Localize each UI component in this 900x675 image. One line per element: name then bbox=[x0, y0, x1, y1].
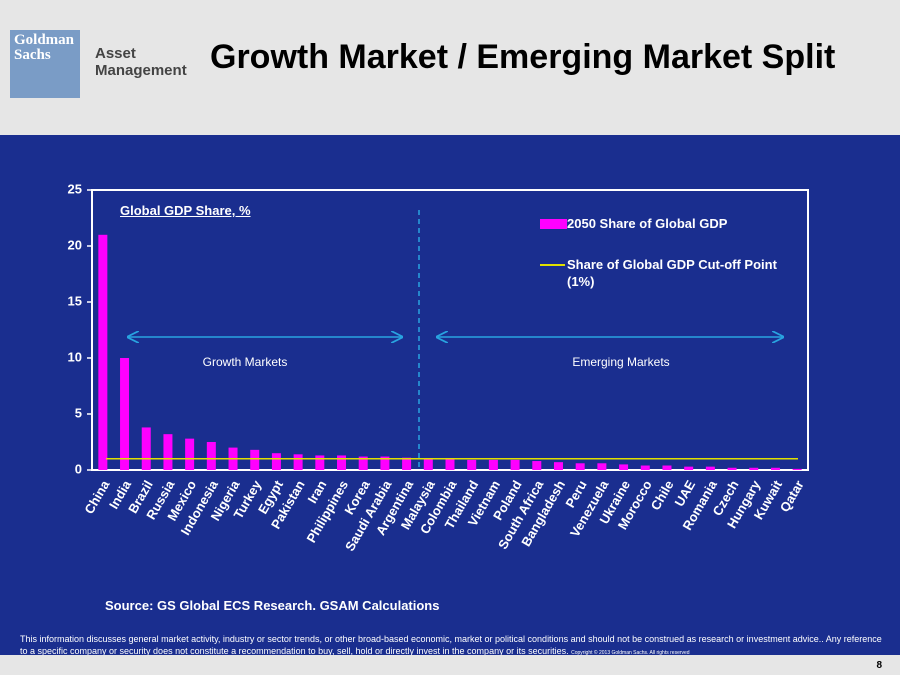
plot-frame bbox=[91, 189, 809, 471]
x-tick-label: Chile bbox=[648, 478, 677, 513]
disclaimer-text: This information discusses general marke… bbox=[20, 634, 882, 656]
header-band bbox=[0, 0, 900, 135]
logo: Goldman Sachs bbox=[10, 30, 80, 98]
bar bbox=[141, 427, 151, 470]
slide-title: Growth Market / Emerging Market Split bbox=[210, 38, 836, 76]
bar bbox=[380, 456, 390, 470]
bar bbox=[120, 358, 130, 470]
bar bbox=[553, 462, 563, 470]
bar bbox=[423, 458, 433, 470]
bar bbox=[619, 464, 629, 470]
bar bbox=[727, 467, 737, 470]
y-tick-label: 20 bbox=[68, 237, 82, 252]
bar bbox=[488, 459, 498, 470]
bar bbox=[705, 466, 715, 470]
y-tick-label: 10 bbox=[68, 349, 82, 364]
x-tick-label: China bbox=[81, 477, 112, 516]
bar bbox=[206, 442, 216, 470]
bar bbox=[445, 458, 455, 470]
bar bbox=[792, 468, 802, 470]
annotation: Emerging Markets bbox=[572, 355, 669, 369]
bar bbox=[163, 434, 173, 470]
source: Source: GS Global ECS Research. GSAM Cal… bbox=[105, 598, 440, 613]
y-tick-label: 0 bbox=[75, 461, 82, 476]
bar bbox=[749, 467, 759, 470]
bar bbox=[358, 456, 368, 470]
bar bbox=[510, 459, 520, 470]
bar bbox=[662, 465, 672, 470]
bar bbox=[597, 463, 607, 470]
y-axis-title: Global GDP Share, % bbox=[120, 203, 251, 218]
disclaimer: This information discusses general marke… bbox=[20, 633, 890, 659]
bar bbox=[98, 234, 108, 470]
legend-label: Share of Global GDP Cut-off Point (1%) bbox=[567, 257, 777, 289]
bar bbox=[250, 449, 260, 470]
y-tick-label: 15 bbox=[68, 293, 82, 308]
bar bbox=[770, 467, 780, 470]
annotation: Growth Markets bbox=[203, 355, 288, 369]
bar bbox=[684, 466, 694, 470]
bar bbox=[293, 454, 303, 470]
division: Asset Management bbox=[95, 45, 187, 79]
bar bbox=[337, 455, 347, 470]
y-tick-label: 25 bbox=[68, 181, 82, 196]
bar bbox=[402, 457, 412, 470]
bar bbox=[640, 465, 650, 470]
bar bbox=[315, 455, 325, 470]
legend-label: 2050 Share of Global GDP bbox=[567, 216, 728, 231]
page-number: 8 bbox=[876, 660, 882, 671]
bar bbox=[271, 453, 281, 470]
copyright: Copyright © 2013 Goldman Sachs. All righ… bbox=[571, 650, 690, 656]
bar bbox=[185, 438, 195, 470]
bar bbox=[575, 463, 585, 470]
footer-band bbox=[0, 655, 900, 675]
bar bbox=[467, 459, 477, 470]
bar bbox=[532, 461, 542, 470]
y-tick-label: 5 bbox=[75, 405, 82, 420]
legend-swatch bbox=[540, 219, 567, 229]
